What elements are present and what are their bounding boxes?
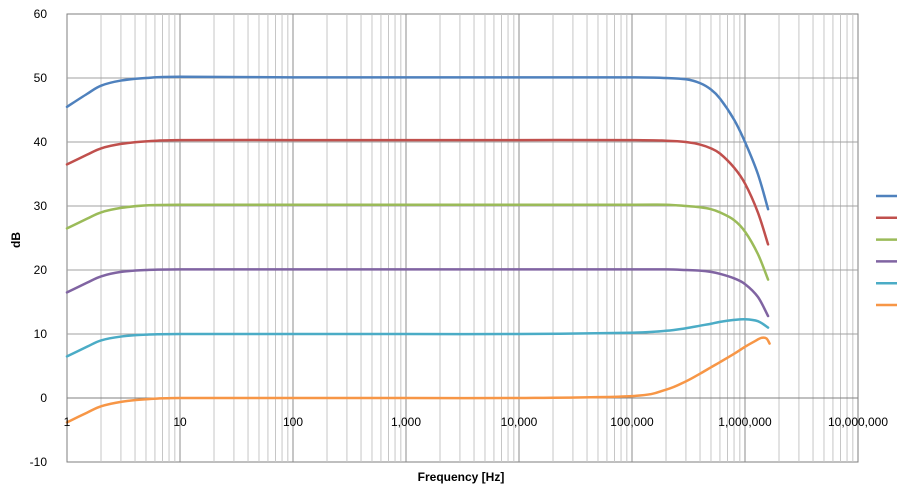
series-line-6 [65, 336, 771, 424]
x-tick-label: 10 [173, 415, 187, 429]
series-line-2 [65, 138, 770, 246]
legend [876, 194, 897, 307]
y-tick-label: 10 [34, 327, 48, 341]
series-lines [65, 75, 771, 424]
y-tick-label: 30 [34, 199, 48, 213]
y-tick-label: 0 [40, 391, 47, 405]
x-tick-label: 1,000 [391, 415, 421, 429]
x-tick-label: 1,000,000 [718, 415, 772, 429]
x-tick-label: 10,000,000 [828, 415, 888, 429]
y-tick-label: 40 [34, 135, 48, 149]
x-tick-label: 1 [64, 415, 71, 429]
y-tick-label: -10 [30, 455, 48, 469]
series-line-5 [65, 317, 770, 358]
y-axis-title: dB [9, 232, 23, 248]
series-line-3 [65, 203, 770, 281]
series-line-1 [65, 75, 770, 211]
x-axis-title: Frequency [Hz] [418, 470, 505, 484]
y-tick-label: 60 [34, 7, 48, 21]
grid-lines [66, 13, 859, 463]
plot-area [66, 13, 859, 463]
y-tick-label: 20 [34, 263, 48, 277]
series-line-4 [65, 268, 770, 318]
y-tick-label: 50 [34, 71, 48, 85]
tick-labels: 1 10 100 1,000 10,000 100,000 1,000,000 10,000,… [30, 7, 889, 469]
x-tick-label: 100,000 [610, 415, 654, 429]
x-tick-label: 10,000 [501, 415, 538, 429]
x-tick-label: 100 [283, 415, 303, 429]
